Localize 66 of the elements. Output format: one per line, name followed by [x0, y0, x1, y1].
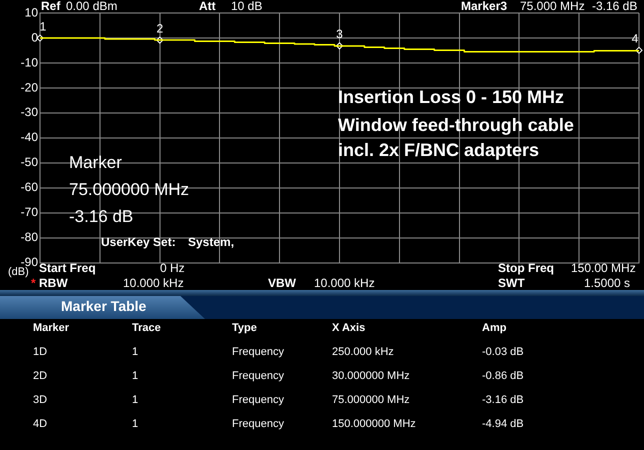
text: Type [232, 322, 257, 334]
text: 1 [132, 370, 138, 382]
annotation: System, [188, 235, 234, 250]
text: 75.000000 MHz [332, 394, 410, 406]
annotation: Att [199, 0, 216, 14]
text: 1 [132, 394, 138, 406]
text: 4D [33, 418, 48, 430]
text: 10.000 kHz [123, 276, 184, 290]
annotation: Ref [41, 0, 60, 14]
annotation: 150.00 MHz [571, 261, 636, 276]
y-tick-label: -20 [20, 80, 38, 94]
text: RBW [39, 276, 68, 290]
annotation: 10 dB [231, 0, 262, 14]
text: 30.000000 MHz [332, 370, 410, 382]
text: -0.03 dB [482, 346, 524, 358]
y-tick-label: 0 [31, 30, 38, 44]
y-tick-label: -60 [20, 180, 38, 194]
text: -3.16 dB [482, 394, 524, 406]
text: -0.86 dB [482, 370, 524, 382]
text: VBW [268, 276, 296, 290]
annotation: -3.16 dB [69, 207, 134, 227]
text: Frequency [232, 418, 284, 430]
text: Marker Table [61, 298, 146, 314]
annotation: 2 [156, 21, 164, 36]
text: Marker [33, 322, 70, 334]
y-tick-label: -50 [20, 155, 38, 170]
text: 1 [132, 418, 138, 430]
annotation: 0 Hz [160, 261, 185, 276]
text: 1 [132, 346, 138, 358]
annotation: Stop Freq [498, 261, 554, 276]
y-tick-label: -10 [20, 55, 38, 70]
text: 2D [33, 370, 48, 382]
annotation: Marker [69, 153, 122, 173]
text: * [31, 276, 36, 290]
text: 3D [33, 394, 48, 406]
text: 250.000 kHz [332, 346, 394, 358]
annotation: -3.16 dB [592, 0, 638, 14]
text: Frequency [232, 370, 284, 382]
text: SWT [498, 276, 525, 290]
text: Frequency [232, 394, 284, 406]
text: Insertion Loss 0 - 150 MHz [338, 87, 564, 108]
text: Trace [132, 322, 161, 334]
text: -4.94 dB [482, 418, 524, 430]
y-tick-label: -70 [20, 205, 38, 220]
text: 10.000 kHz [314, 276, 375, 290]
text: 1.5000 s [584, 276, 630, 290]
annotation: 1 [40, 19, 47, 34]
annotation: 0.00 dBm [66, 0, 118, 14]
text: Frequency [232, 346, 284, 358]
annotation: 3 [336, 27, 344, 42]
annotation: Start Freq [39, 261, 96, 276]
text: X Axis [332, 322, 366, 334]
y-axis-title: (dB) [8, 266, 29, 278]
annotation: 75.000000 MHz [69, 180, 190, 200]
y-tick-label: -40 [20, 130, 38, 144]
text: Window feed-through cable incl. 2x F/BNC adapters [338, 114, 574, 162]
text: 1D [33, 346, 48, 358]
annotation: 4 [632, 32, 639, 46]
annotation: 75.000 MHz [520, 0, 585, 14]
y-tick-label: 10 [24, 5, 38, 20]
text: Amp [482, 322, 506, 334]
annotation: Marker3 [461, 0, 508, 14]
y-tick-label: -30 [20, 105, 38, 120]
y-tick-label: -80 [20, 230, 38, 244]
annotation: UserKey Set: [101, 235, 176, 250]
text: 150.000000 MHz [332, 418, 416, 430]
